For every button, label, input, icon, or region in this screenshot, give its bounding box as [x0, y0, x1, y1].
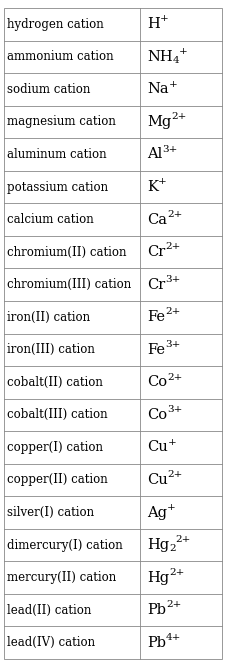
Text: lead(IV) cation: lead(IV) cation: [7, 636, 95, 649]
Text: 2: 2: [168, 544, 175, 554]
Text: Cr: Cr: [146, 245, 164, 259]
Text: 2+: 2+: [168, 568, 184, 577]
Text: 3+: 3+: [164, 275, 180, 284]
Text: cobalt(III) cation: cobalt(III) cation: [7, 408, 108, 422]
Text: dimercury(I) cation: dimercury(I) cation: [7, 538, 123, 552]
Text: 2+: 2+: [171, 112, 186, 121]
Text: hydrogen cation: hydrogen cation: [7, 18, 104, 31]
Text: Cu: Cu: [146, 473, 167, 487]
Text: Al: Al: [146, 147, 162, 161]
Text: +: +: [159, 15, 168, 23]
Text: Hg: Hg: [146, 571, 168, 584]
Text: 3+: 3+: [166, 405, 182, 414]
Text: Co: Co: [146, 376, 166, 390]
Text: 3+: 3+: [164, 340, 180, 349]
Text: K: K: [146, 180, 157, 194]
Text: 3+: 3+: [162, 145, 177, 153]
Text: +: +: [166, 503, 175, 512]
Text: ammonium cation: ammonium cation: [7, 50, 114, 63]
Text: Mg: Mg: [146, 115, 171, 129]
Text: 2+: 2+: [167, 470, 182, 479]
Text: Hg: Hg: [146, 538, 168, 552]
Text: Fe: Fe: [146, 343, 164, 357]
Text: 2+: 2+: [164, 242, 180, 251]
Text: Ag: Ag: [146, 506, 166, 520]
Text: copper(I) cation: copper(I) cation: [7, 441, 103, 454]
Text: iron(III) cation: iron(III) cation: [7, 344, 95, 356]
Text: +: +: [168, 79, 177, 89]
Text: copper(II) cation: copper(II) cation: [7, 474, 108, 486]
Text: Fe: Fe: [146, 310, 164, 324]
Text: calcium cation: calcium cation: [7, 213, 94, 226]
Text: Pb: Pb: [146, 603, 165, 617]
Text: Cr: Cr: [146, 277, 164, 291]
Text: 2+: 2+: [166, 372, 182, 382]
Text: H: H: [146, 17, 159, 31]
Text: mercury(II) cation: mercury(II) cation: [7, 571, 116, 584]
Text: Pb: Pb: [146, 636, 165, 650]
Text: 2+: 2+: [166, 209, 182, 219]
Text: chromium(III) cation: chromium(III) cation: [7, 278, 131, 291]
Text: 2+: 2+: [164, 307, 180, 316]
Text: NH: NH: [146, 50, 172, 64]
Text: +: +: [157, 177, 166, 186]
Text: silver(I) cation: silver(I) cation: [7, 506, 94, 519]
Text: Na: Na: [146, 83, 168, 96]
Text: iron(II) cation: iron(II) cation: [7, 311, 90, 323]
Text: 4+: 4+: [165, 633, 181, 642]
Text: +: +: [178, 47, 187, 56]
Text: chromium(II) cation: chromium(II) cation: [7, 245, 126, 259]
Text: 2+: 2+: [165, 600, 181, 610]
Text: lead(II) cation: lead(II) cation: [7, 604, 91, 617]
Text: 4: 4: [172, 56, 178, 65]
Text: Cu: Cu: [146, 440, 167, 454]
Text: aluminum cation: aluminum cation: [7, 148, 107, 161]
Text: sodium cation: sodium cation: [7, 83, 90, 96]
Text: Ca: Ca: [146, 213, 166, 227]
Text: Co: Co: [146, 408, 166, 422]
Text: potassium cation: potassium cation: [7, 181, 108, 193]
Text: 2+: 2+: [175, 535, 190, 544]
Text: magnesium cation: magnesium cation: [7, 115, 116, 129]
Text: cobalt(II) cation: cobalt(II) cation: [7, 376, 103, 389]
Text: +: +: [167, 438, 176, 447]
